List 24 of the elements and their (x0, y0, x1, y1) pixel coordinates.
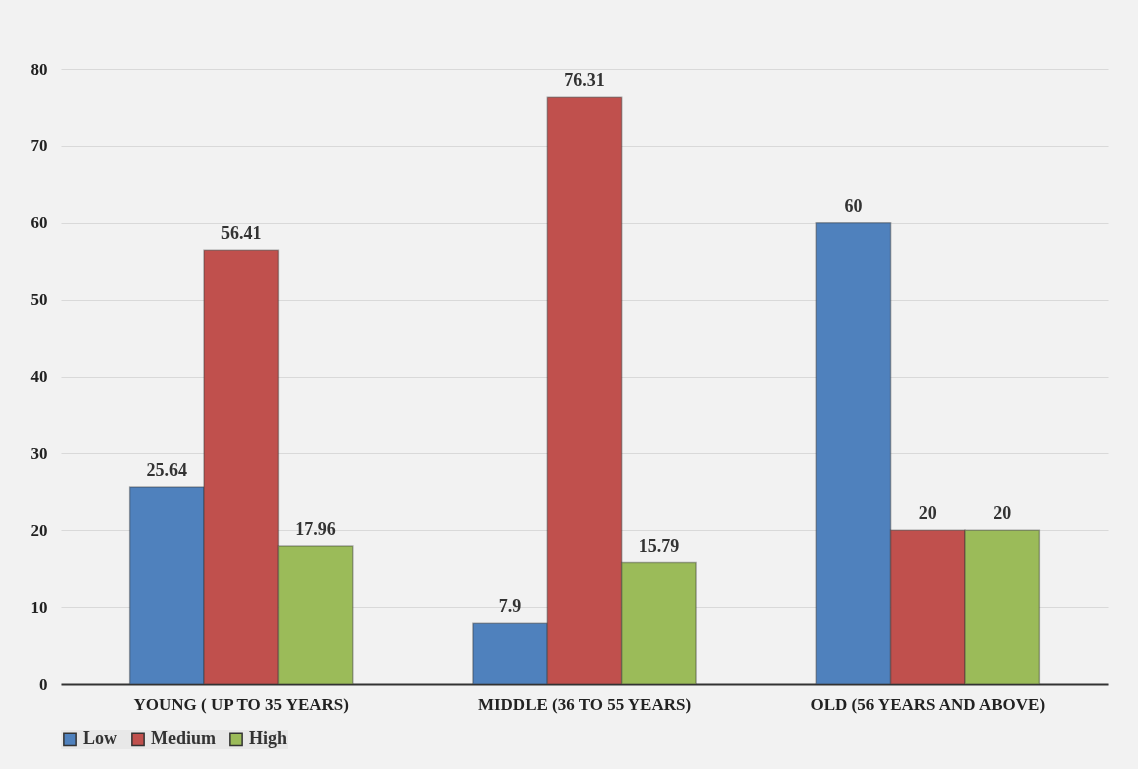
data-label: 17.96 (295, 518, 336, 539)
y-tick-label: 70 (30, 136, 48, 156)
y-tick-label: 50 (30, 290, 48, 310)
x-tick-label: YOUNG ( UP TO 35 YEARS) (133, 694, 349, 714)
legend-label: Low (83, 728, 118, 749)
y-tick-label: 40 (30, 367, 48, 386)
data-label: 15.79 (638, 535, 680, 556)
data-label: 20 (993, 503, 1012, 524)
data-label: 60 (844, 195, 863, 216)
data-label: 25.64 (146, 459, 188, 480)
y-tick-label: 60 (30, 213, 48, 233)
y-tick-label: 10 (30, 597, 48, 617)
y-tick-label: 30 (30, 443, 48, 463)
legend-label: Medium (151, 728, 216, 749)
x-tick-label: OLD (56 YEARS AND ABOVE) (810, 694, 1046, 714)
data-label: 7.9 (498, 596, 522, 617)
x-tick-label: MIDDLE (36 TO 55 YEARS) (477, 694, 692, 714)
data-label: 20 (918, 503, 937, 524)
y-tick-label: 80 (30, 59, 48, 79)
data-label: 56.41 (220, 223, 262, 244)
legend-label: High (249, 728, 288, 749)
data-label: 76.31 (564, 70, 605, 91)
y-tick-label: 20 (30, 520, 48, 540)
y-tick-label: 0 (39, 674, 48, 694)
